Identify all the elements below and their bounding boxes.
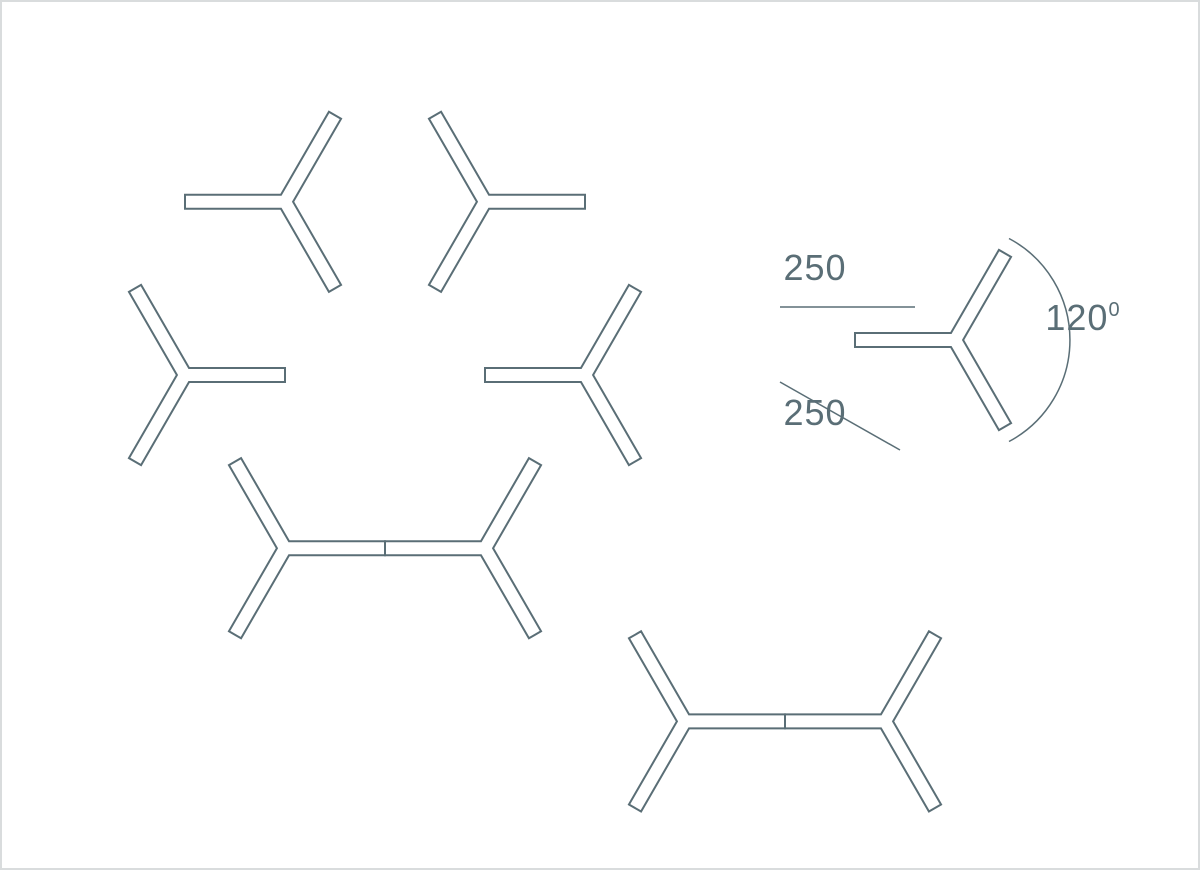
dimension-label: 1200 — [1045, 297, 1120, 338]
y-module-l — [129, 285, 285, 465]
y-module-ext2 — [785, 631, 941, 811]
y-module-br — [385, 458, 541, 638]
dimension-label: 250 — [783, 247, 846, 288]
y-module-detail-shape — [855, 250, 1011, 430]
angle-arc — [1009, 239, 1070, 442]
dimension-label: 250 — [783, 392, 846, 433]
y-module-tl — [185, 112, 341, 292]
y-module-ext1 — [629, 631, 785, 811]
y-module-bl — [229, 458, 385, 638]
y-module-tr — [429, 112, 585, 292]
y-module-detail: 250 250 1200 — [780, 239, 1121, 451]
hexagon-assembly — [129, 112, 941, 812]
diagram-canvas: 250 250 1200 — [0, 0, 1200, 870]
y-module-r — [485, 285, 641, 465]
